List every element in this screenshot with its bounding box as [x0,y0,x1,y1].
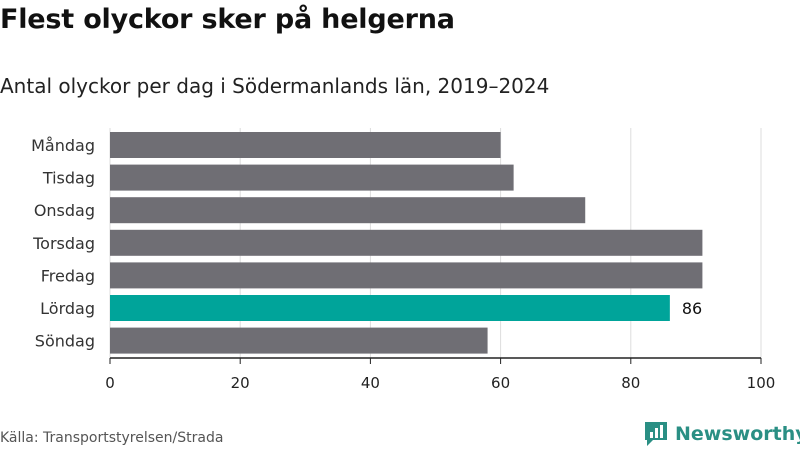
x-tick-label: 60 [491,374,510,392]
x-tick-label: 100 [747,374,776,392]
brand-name: Newsworthy [675,423,800,445]
category-label: Lördag [40,299,95,318]
category-label: Tisdag [42,169,95,188]
chart-title: Flest olyckor sker på helgerna [0,4,455,35]
data-label: 86 [682,299,702,318]
category-label: Söndag [35,332,95,351]
bar-onsdag [110,197,586,224]
source-note: Källa: Transportstyrelsen/Strada [0,430,224,446]
bar-fredag [110,262,703,289]
bar-chart: 0 20 40 60 80 100 Måndag Tisdag Onsdag Torsdag Fre… [31,128,776,392]
x-tick-label: 80 [621,374,640,392]
x-tick-label: 40 [361,374,380,392]
bar-lördag [110,295,670,321]
bar-tisdag [110,164,514,191]
newsworthy-logo: Newsworthy [643,420,800,448]
bar-torsdag [110,229,703,256]
bar-söndag [110,327,488,354]
category-label: Fredag [41,266,95,285]
category-label: Onsdag [34,201,95,220]
category-label: Torsdag [32,234,95,253]
category-label: Måndag [31,136,95,155]
x-tick-label: 0 [105,374,115,392]
chart-subtitle: Antal olyckor per dag i Södermanlands lä… [0,74,550,98]
bar-måndag [110,132,501,158]
x-tick-label: 20 [231,374,250,392]
newsworthy-logo-icon [645,422,667,446]
